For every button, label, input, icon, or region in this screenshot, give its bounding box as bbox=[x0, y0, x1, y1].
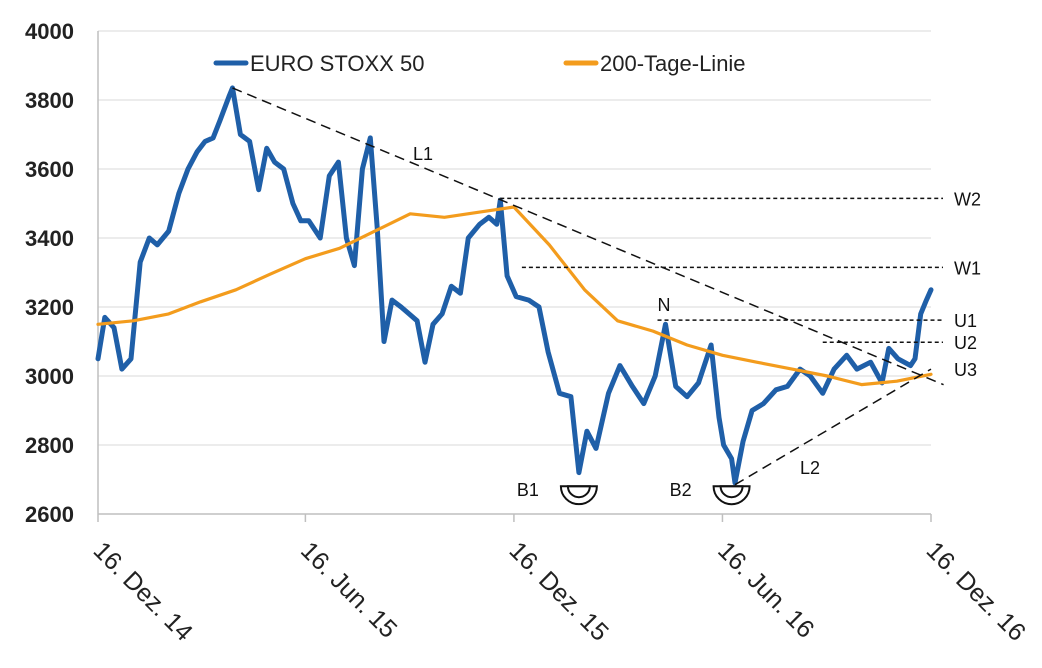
point-label-b2: B2 bbox=[670, 480, 692, 500]
legend: EURO STOXX 50 200-Tage-Linie bbox=[213, 51, 746, 76]
trend-label-l2: L2 bbox=[800, 458, 820, 478]
y-tick-label: 3400 bbox=[25, 226, 74, 251]
level-label-u1: U1 bbox=[954, 311, 977, 331]
x-tick-label: 16. Dez. 16 bbox=[921, 536, 1031, 646]
trend-label-l1: L1 bbox=[413, 144, 433, 164]
level-label-w1: W1 bbox=[954, 258, 981, 278]
y-tick-label: 3600 bbox=[25, 157, 74, 182]
level-label-u2: U2 bbox=[954, 333, 977, 353]
y-tick-label: 3800 bbox=[25, 88, 74, 113]
legend-200-tage-linie-label: 200-Tage-Linie bbox=[600, 51, 746, 76]
y-tick-label: 2600 bbox=[25, 502, 74, 527]
level-label-w2: W2 bbox=[954, 189, 981, 209]
y-tick-label: 2800 bbox=[25, 433, 74, 458]
y-tick-labels: 4000 3800 3600 3400 3200 3000 2800 2600 bbox=[25, 19, 74, 527]
trend-line-l1 bbox=[232, 87, 944, 386]
series-lines bbox=[95, 85, 934, 486]
y-tick-label: 3200 bbox=[25, 295, 74, 320]
series-line-200-tage-linie bbox=[96, 205, 933, 387]
bottom-marker-b2 bbox=[712, 485, 751, 506]
bottom-marker-inner-b2 bbox=[719, 485, 744, 499]
trend-line-l2 bbox=[734, 368, 932, 486]
x-tick-label: 16. Dez. 14 bbox=[88, 536, 198, 646]
legend-euro-stoxx-50-label: EURO STOXX 50 bbox=[250, 51, 424, 76]
bottom-marker-b1 bbox=[559, 485, 598, 506]
grid-lines bbox=[98, 30, 931, 446]
axes bbox=[97, 31, 932, 522]
series-line-euro-stoxx-50 bbox=[95, 85, 934, 486]
level-label-u3: U3 bbox=[954, 360, 977, 380]
x-tick-label: 16. Jun. 16 bbox=[712, 536, 819, 643]
y-tick-label: 3000 bbox=[25, 364, 74, 389]
x-tick-label: 16. Jun. 15 bbox=[295, 536, 402, 643]
point-label-b1: B1 bbox=[517, 480, 539, 500]
point-label-n: N bbox=[657, 295, 670, 315]
y-tick-label: 4000 bbox=[25, 19, 74, 44]
x-tick-label: 16. Dez. 15 bbox=[504, 536, 614, 646]
x-tick-labels: 16. Dez. 14 16. Jun. 15 16. Dez. 15 16. Jun… bbox=[88, 536, 1031, 646]
bottom-marker-inner-b1 bbox=[566, 485, 591, 499]
